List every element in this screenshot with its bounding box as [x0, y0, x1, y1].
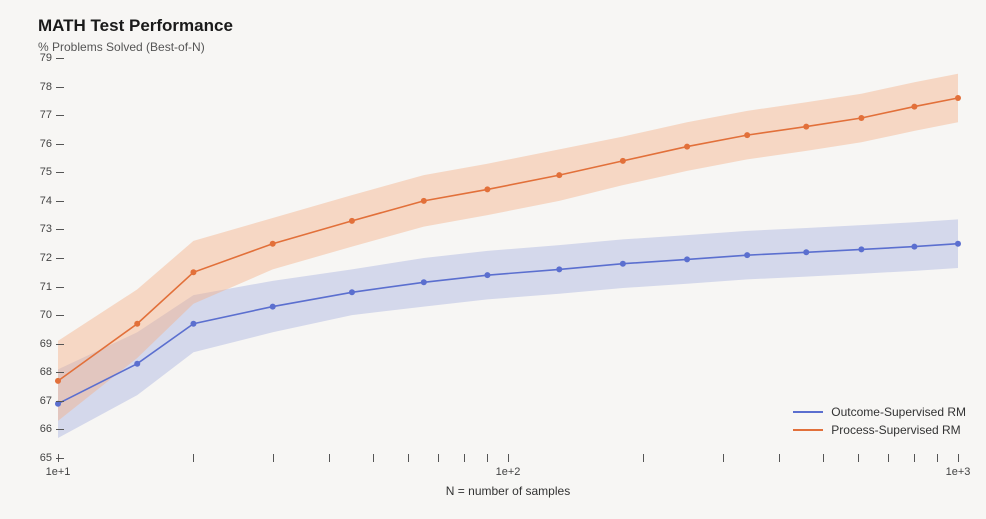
series-marker-outcome: [421, 279, 427, 285]
y-tick-mark: [56, 229, 64, 230]
y-tick-mark: [56, 287, 64, 288]
series-marker-outcome: [270, 304, 276, 310]
legend-label: Process-Supervised RM: [831, 423, 960, 437]
y-tick-label: 77: [40, 109, 52, 121]
y-tick-mark: [56, 315, 64, 316]
legend-swatch: [793, 411, 823, 413]
y-tick-label: 79: [40, 52, 52, 64]
x-tick-label: 1e+2: [496, 466, 521, 478]
x-tick-mark: [329, 454, 330, 462]
y-tick-label: 70: [40, 309, 52, 321]
y-tick-label: 74: [40, 195, 52, 207]
chart-title: MATH Test Performance: [38, 16, 233, 36]
series-marker-process: [484, 186, 490, 192]
y-tick-label: 73: [40, 223, 52, 235]
x-tick-mark: [723, 454, 724, 462]
series-marker-outcome: [484, 272, 490, 278]
y-tick-label: 69: [40, 338, 52, 350]
legend-label: Outcome-Supervised RM: [831, 405, 966, 419]
y-tick-mark: [56, 201, 64, 202]
x-tick-mark: [508, 454, 509, 462]
series-marker-process: [858, 115, 864, 121]
y-tick-label: 76: [40, 138, 52, 150]
y-tick-mark: [56, 372, 64, 373]
legend-item: Process-Supervised RM: [793, 423, 966, 437]
x-tick-label: 1e+3: [946, 466, 971, 478]
series-marker-process: [270, 241, 276, 247]
y-tick-mark: [56, 429, 64, 430]
y-tick-label: 67: [40, 395, 52, 407]
series-marker-outcome: [134, 361, 140, 367]
series-marker-outcome: [556, 266, 562, 272]
y-tick-mark: [56, 401, 64, 402]
series-marker-process: [744, 132, 750, 138]
series-marker-outcome: [858, 246, 864, 252]
x-tick-mark: [438, 454, 439, 462]
series-marker-process: [556, 172, 562, 178]
y-tick-mark: [56, 58, 64, 59]
series-marker-process: [55, 378, 61, 384]
x-tick-mark: [373, 454, 374, 462]
series-marker-process: [349, 218, 355, 224]
x-tick-mark: [193, 454, 194, 462]
series-marker-process: [421, 198, 427, 204]
series-marker-outcome: [620, 261, 626, 267]
y-tick-label: 71: [40, 281, 52, 293]
y-tick-label: 72: [40, 252, 52, 264]
y-tick-mark: [56, 115, 64, 116]
series-marker-process: [684, 144, 690, 150]
x-tick-mark: [779, 454, 780, 462]
x-axis-title: N = number of samples: [446, 484, 570, 498]
x-tick-mark: [823, 454, 824, 462]
x-tick-mark: [858, 454, 859, 462]
series-marker-outcome: [684, 256, 690, 262]
y-tick-mark: [56, 172, 64, 173]
series-marker-outcome: [190, 321, 196, 327]
series-marker-outcome: [803, 249, 809, 255]
series-marker-process: [134, 321, 140, 327]
x-tick-mark: [914, 454, 915, 462]
legend-swatch: [793, 429, 823, 431]
x-tick-mark: [888, 454, 889, 462]
y-tick-label: 78: [40, 81, 52, 93]
legend-item: Outcome-Supervised RM: [793, 405, 966, 419]
y-tick-mark: [56, 344, 64, 345]
x-tick-mark: [58, 454, 59, 462]
chart-subtitle: % Problems Solved (Best-of-N): [38, 40, 205, 54]
series-marker-outcome: [744, 252, 750, 258]
x-tick-mark: [273, 454, 274, 462]
x-tick-mark: [408, 454, 409, 462]
series-marker-process: [955, 95, 961, 101]
y-tick-label: 66: [40, 423, 52, 435]
series-marker-process: [620, 158, 626, 164]
series-marker-outcome: [349, 289, 355, 295]
x-tick-mark: [958, 454, 959, 462]
y-tick-label: 75: [40, 166, 52, 178]
series-marker-process: [911, 104, 917, 110]
series-marker-outcome: [955, 241, 961, 247]
plot-area: N = number of samples 656667686970717273…: [58, 58, 958, 458]
chart-container: MATH Test Performance % Problems Solved …: [0, 0, 986, 519]
x-tick-mark: [487, 454, 488, 462]
x-tick-mark: [643, 454, 644, 462]
series-marker-process: [803, 124, 809, 130]
x-tick-mark: [464, 454, 465, 462]
x-tick-label: 1e+1: [46, 466, 71, 478]
series-marker-process: [190, 269, 196, 275]
y-tick-mark: [56, 144, 64, 145]
y-tick-mark: [56, 258, 64, 259]
plot-svg: [58, 58, 958, 458]
y-tick-label: 65: [40, 452, 52, 464]
legend: Outcome-Supervised RM Process-Supervised…: [793, 401, 966, 441]
y-tick-label: 68: [40, 366, 52, 378]
series-marker-outcome: [911, 244, 917, 250]
y-tick-mark: [56, 87, 64, 88]
x-tick-mark: [937, 454, 938, 462]
